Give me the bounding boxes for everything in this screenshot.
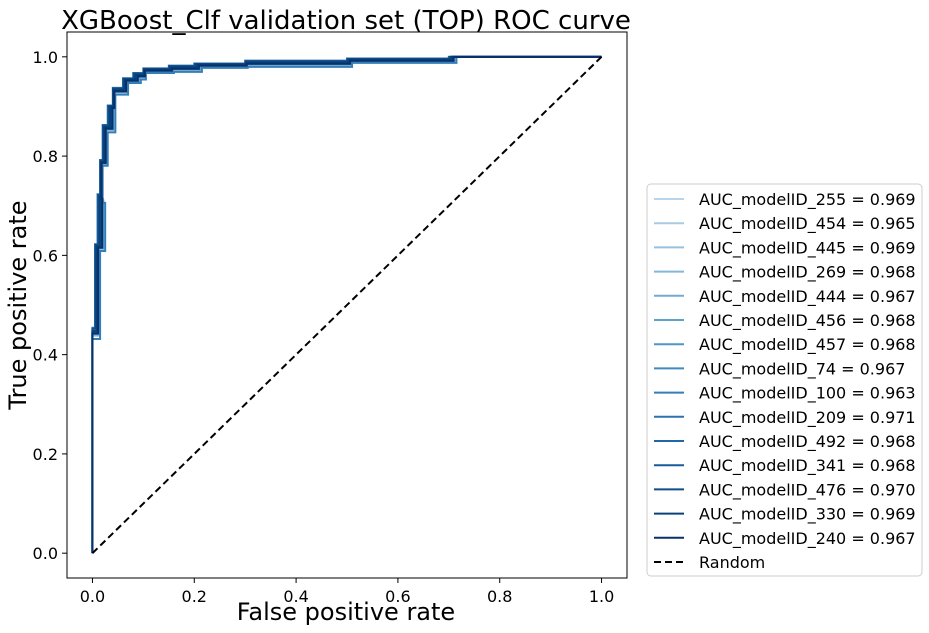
plot-area (66, 31, 628, 579)
x-axis-ticks: 0.0 0.2 0.4 0.6 0.8 1.0 (80, 578, 614, 606)
legend-entry-label: AUC_modelID_444 = 0.967 (699, 287, 916, 307)
x-tick-label: 0.0 (80, 587, 105, 606)
x-axis-label: False positive rate (237, 598, 455, 626)
legend-entry-label: AUC_modelID_330 = 0.969 (699, 505, 916, 525)
legend-entry-label: Random (699, 553, 765, 572)
legend-entry-label: AUC_modelID_492 = 0.968 (699, 432, 916, 452)
legend: AUC_modelID_255 = 0.969 AUC_modelID_454 =… (646, 183, 923, 577)
y-tick-label: 0.4 (33, 346, 58, 365)
legend-entry-label: AUC_modelID_74 = 0.967 (699, 359, 905, 379)
y-tick-label: 0.2 (33, 445, 58, 464)
legend-entry-label: AUC_modelID_255 = 0.969 (699, 190, 916, 210)
legend-entry-label: AUC_modelID_100 = 0.963 (699, 384, 916, 404)
x-tick-label: 0.2 (182, 587, 207, 606)
series-group (91, 55, 603, 554)
roc-series-line (91, 55, 602, 554)
x-tick-label: 0.6 (385, 587, 410, 606)
legend-entry-label: AUC_modelID_240 = 0.967 (699, 529, 916, 549)
legend-entry-label: AUC_modelID_457 = 0.968 (699, 335, 916, 355)
legend-entry-label: AUC_modelID_476 = 0.970 (699, 480, 916, 500)
chart-title: XGBoost_Clf validation set (TOP) ROC cur… (61, 6, 631, 36)
legend-entry-label: AUC_modelID_445 = 0.969 (699, 238, 916, 258)
y-axis-label: True positive rate (4, 200, 32, 410)
y-tick-label: 0.8 (33, 147, 58, 166)
x-tick-label: 0.8 (487, 587, 512, 606)
legend-frame (646, 183, 923, 577)
y-tick-label: 0.0 (33, 544, 58, 563)
y-axis-ticks: 0.0 0.2 0.4 0.6 0.8 1.0 (33, 48, 67, 563)
roc-series-line (91, 55, 602, 554)
legend-entry-label: AUC_modelID_456 = 0.968 (699, 311, 916, 331)
y-tick-label: 1.0 (33, 48, 58, 67)
random-baseline-line (91, 56, 603, 554)
legend-entry-label: AUC_modelID_269 = 0.968 (699, 263, 916, 283)
legend-entry-label: AUC_modelID_454 = 0.965 (699, 214, 916, 234)
plot-frame (66, 31, 628, 579)
x-tick-label: 0.4 (283, 587, 308, 606)
y-tick-label: 0.6 (33, 246, 58, 265)
roc-series-line (91, 55, 602, 554)
legend-entry-label: AUC_modelID_341 = 0.968 (699, 456, 916, 476)
x-tick-label: 1.0 (589, 587, 614, 606)
legend-entry-label: AUC_modelID_209 = 0.971 (699, 408, 916, 428)
roc-series-line (91, 55, 602, 554)
legend-items: AUC_modelID_255 = 0.969 AUC_modelID_454 =… (654, 190, 916, 572)
